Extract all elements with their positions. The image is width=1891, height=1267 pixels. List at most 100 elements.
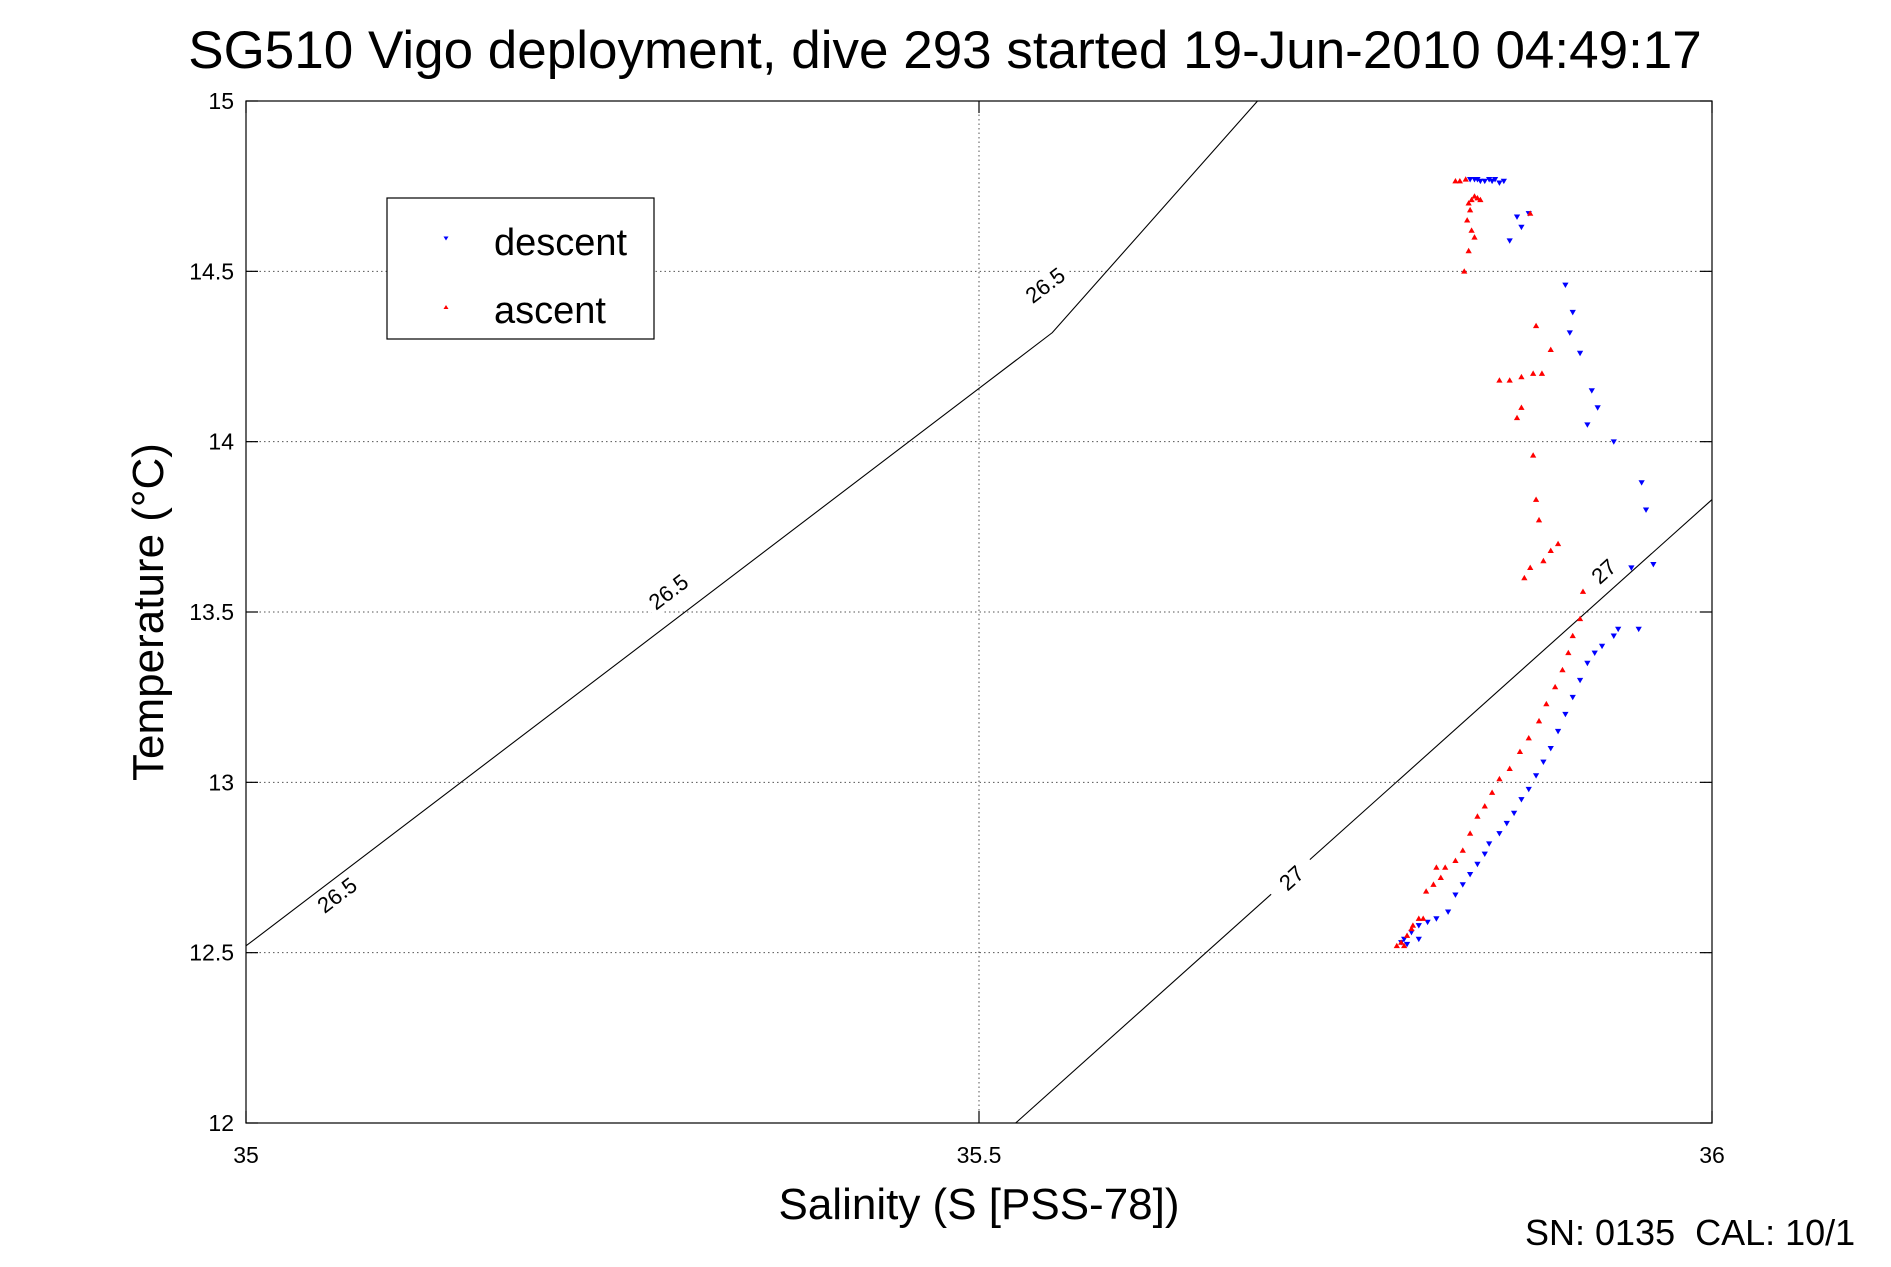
descent-point <box>1496 831 1503 837</box>
ascent-point <box>1398 939 1405 945</box>
descent-point <box>1481 178 1488 185</box>
descent-point <box>1598 643 1606 650</box>
descent-point <box>1500 178 1507 185</box>
ascent-point <box>1527 564 1534 571</box>
ascent-point <box>1408 925 1415 932</box>
ascent-point <box>1430 881 1437 887</box>
ascent-point <box>1565 649 1572 656</box>
legend-box <box>386 197 655 340</box>
ascent-point <box>1518 373 1525 380</box>
descent-point <box>1569 309 1576 316</box>
ascent-point <box>1464 217 1471 223</box>
ascent-point <box>1403 932 1411 938</box>
y-tick-label: 15 <box>208 88 234 114</box>
footer-serial-cal: SN: 0135 CAL: 10/1 <box>1525 1212 1855 1253</box>
contour-label-mask <box>308 868 366 921</box>
ascent-point <box>1532 322 1540 329</box>
descent-point <box>1628 565 1635 571</box>
y-tick-label: 13 <box>208 769 234 795</box>
ascent-point <box>1481 803 1488 809</box>
ascent-point <box>1513 414 1521 421</box>
x-tick-label: 35.5 <box>957 1142 1002 1168</box>
ascent-point <box>1465 200 1472 206</box>
ascent-point <box>1415 915 1422 921</box>
density-contour-26.5 <box>246 101 1258 947</box>
data-points-layer <box>1393 176 1657 949</box>
ascent-point <box>1535 516 1543 523</box>
ascent-point <box>1540 557 1547 564</box>
ascent-point <box>1535 717 1543 724</box>
x-tick-label: 36 <box>1699 1142 1725 1168</box>
ascent-point <box>1569 632 1576 639</box>
ascent-point <box>1471 193 1478 199</box>
ascent-point <box>1471 234 1478 240</box>
ascent-point <box>1452 857 1459 863</box>
legend-descent-label: descent <box>494 222 628 264</box>
ascent-point <box>1506 377 1513 383</box>
ascent-point <box>1532 496 1540 502</box>
contour-label-mask <box>1016 258 1074 312</box>
descent-point <box>1532 773 1540 779</box>
descent-point <box>1650 562 1657 568</box>
descent-point <box>1569 694 1576 701</box>
ascent-point <box>1452 177 1459 184</box>
ascent-point <box>1468 196 1475 203</box>
descent-point <box>1540 759 1547 765</box>
ascent-point <box>1433 864 1440 870</box>
descent-point <box>1433 916 1440 922</box>
descent-point <box>1466 872 1474 878</box>
descent-point <box>1445 909 1452 915</box>
descent-point <box>1591 650 1598 656</box>
descent-point <box>1403 941 1411 948</box>
descent-point <box>1415 936 1422 943</box>
legend-descent-marker <box>443 236 449 241</box>
ascent-point <box>1466 830 1474 836</box>
descent-point <box>1588 388 1595 394</box>
axis-ticks-layer: 35 35.5 36 12 12.5 13 13.5 14 14.5 15 <box>189 88 1725 1168</box>
descent-point <box>1481 851 1488 857</box>
ascent-point <box>1393 942 1400 949</box>
legend-ascent-label: ascent <box>494 290 606 332</box>
descent-point <box>1554 728 1562 735</box>
x-axis-label: Salinity (S [PSS-78]) <box>778 1180 1179 1229</box>
descent-point <box>1503 820 1510 827</box>
ascent-point <box>1456 177 1463 184</box>
descent-point <box>1594 405 1601 411</box>
descent-point <box>1491 177 1499 183</box>
ascent-point <box>1468 227 1475 233</box>
y-axis-label: Temperature (°C) <box>124 443 173 781</box>
ascent-point <box>1459 847 1466 853</box>
y-tick-label: 14 <box>208 429 234 455</box>
ascent-point <box>1465 247 1472 254</box>
descent-point <box>1576 350 1584 357</box>
ascent-point <box>1496 377 1503 383</box>
ascent-point <box>1477 196 1484 203</box>
descent-point <box>1638 480 1645 486</box>
chart-title: SG510 Vigo deployment, dive 293 started … <box>188 21 1702 80</box>
y-tick-label: 14.5 <box>189 258 234 284</box>
descent-point <box>1562 711 1569 718</box>
ascent-point <box>1547 547 1554 553</box>
descent-point <box>1477 178 1484 185</box>
descent-point <box>1566 330 1573 336</box>
ascent-point <box>1554 540 1562 547</box>
descent-point <box>1486 841 1493 847</box>
descent-point <box>1518 224 1525 231</box>
descent-point <box>1466 177 1474 183</box>
ascent-point <box>1521 574 1528 581</box>
y-tick-label: 12.5 <box>189 940 234 966</box>
ascent-point <box>1530 452 1537 458</box>
ascent-point <box>1518 404 1525 410</box>
descent-point <box>1562 282 1569 289</box>
legend-ascent-marker <box>443 305 449 309</box>
descent-point <box>1415 923 1422 929</box>
ascent-point <box>1423 888 1430 894</box>
descent-point <box>1474 861 1481 868</box>
density-contour-27 <box>1015 499 1712 1123</box>
descent-point <box>1584 422 1591 428</box>
descent-point <box>1510 810 1518 817</box>
descent-point <box>1635 626 1642 633</box>
